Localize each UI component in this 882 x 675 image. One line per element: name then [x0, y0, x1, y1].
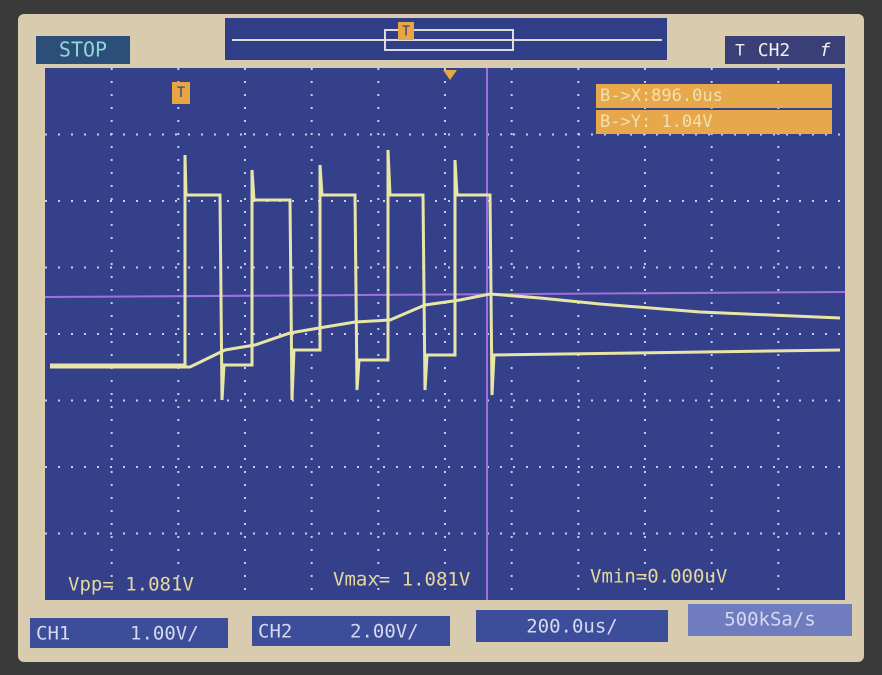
sample-rate: 500kSa/s	[724, 609, 816, 631]
trigger-icon: T	[735, 41, 745, 60]
channel-scale: 1.00V/	[130, 623, 199, 645]
trigger-box	[725, 36, 845, 64]
trigger-edge: f	[820, 40, 831, 61]
trigger-pos-box	[398, 22, 414, 40]
ch1-trace	[50, 292, 841, 369]
cursor-y	[44, 291, 846, 298]
status: STOP	[59, 38, 107, 62]
channel-scale: 2.00V/	[350, 621, 419, 643]
sample-rate-box	[688, 604, 852, 636]
measurement: Vpp= 1.081V	[68, 574, 194, 596]
cursor-box	[596, 110, 832, 134]
measurement: Vmax= 1.081V	[333, 569, 470, 591]
channel-name: CH2	[258, 621, 292, 643]
trigger-marker-box	[172, 82, 190, 104]
timebase: 200.0us/	[526, 616, 618, 638]
measurement: Vmin=0.000uV	[590, 566, 727, 588]
cursor-box	[596, 84, 832, 108]
timebase-box	[476, 610, 668, 642]
trigger-channel: CH2	[758, 40, 791, 61]
cursor-y-readout: B->Y: 1.04V	[600, 112, 713, 132]
grid	[45, 68, 845, 600]
memory-window	[384, 29, 514, 51]
cursor-x-readout: B->X:896.0us	[600, 86, 723, 106]
trigger-marker: T	[177, 85, 186, 101]
ch1-box	[30, 618, 228, 648]
channel-name: CH1	[36, 623, 70, 645]
ch2-trace	[50, 149, 841, 401]
ch2-box	[252, 616, 450, 646]
trigger-time-marker	[443, 70, 457, 80]
status-box	[36, 36, 130, 64]
trigger-pos: T	[402, 25, 410, 40]
